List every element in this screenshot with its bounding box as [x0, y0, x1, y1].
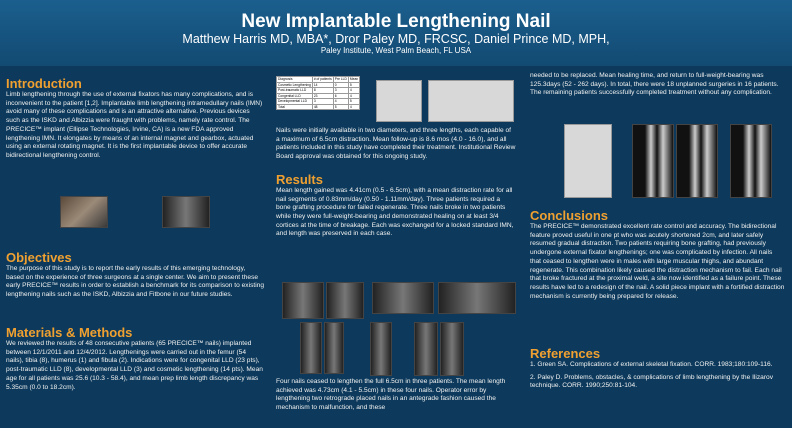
conclusions-text: The PRECICE™ demonstrated excellent rate…: [530, 223, 785, 300]
references-block: References 1. Green SA. Complications of…: [530, 346, 785, 391]
xray-image: [326, 282, 364, 319]
left-column: Introduction Limb lengthening through th…: [6, 70, 264, 161]
intro-text: Limb lengthening through the use of exte…: [6, 91, 263, 159]
xray-image: [282, 282, 324, 319]
xray-image: [162, 196, 210, 228]
complications-table-thumbnail: [564, 124, 612, 198]
table-row: Total 48 5 4: [276, 103, 361, 110]
xray-image: [372, 282, 434, 314]
poster-header: New Implantable Lengthening Nail Matthew…: [0, 0, 792, 66]
xray-image: [440, 322, 464, 376]
objectives-heading: Objectives: [6, 250, 72, 265]
nail-photo: [60, 196, 108, 228]
leg-xray-image: [730, 124, 772, 198]
results-text: Mean length gained was 4.41cm (0.5 - 6.5…: [276, 186, 514, 238]
table-row: Congenital LLD 23 6 4: [276, 92, 361, 99]
methods-block: Materials & Methods We reviewed the resu…: [6, 325, 264, 392]
xray-image: [324, 322, 344, 374]
references-heading: References: [530, 346, 601, 361]
poster-title: New Implantable Lengthening Nail: [241, 11, 551, 32]
right-column-top: needed to be replaced. Mean healing time…: [530, 72, 785, 98]
table-header: # of patients: [311, 76, 334, 83]
nails-text: Nails were initially available in two di…: [276, 127, 516, 161]
table-header: Pre LLD: [332, 76, 349, 83]
data-table-thumbnail: [428, 80, 514, 122]
chart-thumbnail: [376, 80, 422, 122]
conclusions-heading: Conclusions: [530, 208, 609, 223]
results-heading: Results: [276, 171, 323, 187]
table-row: Cosmetic Lengthening 14 0 5: [276, 81, 361, 88]
conclusions-block: Conclusions The PRECICE™ demonstrated ex…: [530, 208, 785, 301]
leg-xray-image: [632, 124, 674, 198]
table-row: Developmental LLD 3 4 5: [276, 98, 361, 105]
poster-authors: Matthew Harris MD, MBA*, Dror Paley MD, …: [182, 32, 610, 46]
middle-column: Nails were initially available in two di…: [276, 127, 516, 239]
healing-text: needed to be replaced. Mean healing time…: [530, 72, 779, 97]
xray-image: [370, 322, 392, 376]
xray-image: [300, 322, 322, 374]
diagnosis-table: Diagnosis # of patients Pre LLD Mean Cos…: [276, 76, 361, 110]
xray-image: [438, 282, 516, 314]
methods-heading: Materials & Methods: [6, 325, 133, 340]
reference-2: 2. Paley D. Problems, obstacles, & compl…: [530, 373, 773, 390]
reference-1: 1. Green SA. Complications of external s…: [530, 361, 773, 368]
poster-affiliation: Paley Institute, West Palm Beach, FL USA: [320, 46, 472, 55]
results-continued-text: Four nails ceased to lengthen the full 6…: [276, 378, 506, 412]
table-row: Post-traumatic LLD 8 3 4: [276, 87, 361, 94]
middle-bottom-block: Four nails ceased to lengthen the full 6…: [276, 378, 516, 413]
objectives-text: The purpose of this study is to report t…: [6, 265, 264, 299]
leg-xray-image: [676, 124, 718, 198]
methods-text: We reviewed the results of 48 consecutiv…: [6, 340, 263, 391]
intro-heading: Introduction: [6, 76, 82, 91]
xray-image: [414, 322, 438, 376]
table-header: Mean: [347, 76, 361, 83]
objectives-block: Objectives The purpose of this study is …: [6, 250, 264, 300]
